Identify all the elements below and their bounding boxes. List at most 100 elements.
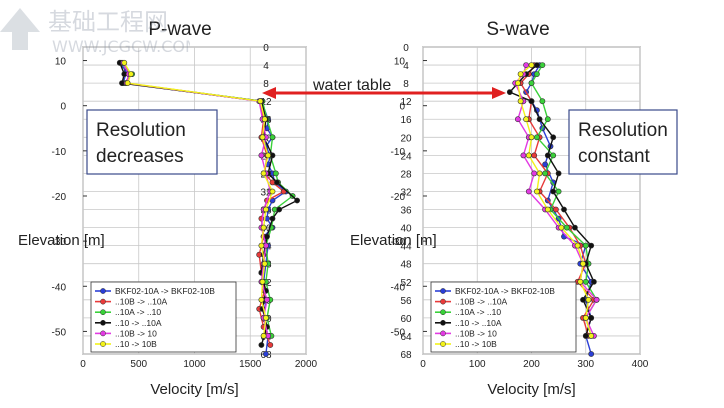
legend-marker — [440, 330, 446, 337]
depth-tick-label: 28 — [400, 169, 412, 180]
data-point — [264, 233, 270, 240]
data-point — [580, 260, 586, 267]
data-point — [542, 161, 548, 168]
elevation-tick-label: 10 — [394, 57, 406, 68]
legend-item: BKF02-10A -> BKF02-10B — [435, 286, 555, 296]
data-point — [588, 242, 595, 249]
data-point — [272, 170, 279, 177]
depth-tick-label: 8 — [263, 79, 269, 90]
annotation-box: Resolution constant — [568, 109, 678, 175]
depth-tick-label: 48 — [400, 260, 412, 271]
legend-frame — [430, 281, 577, 353]
data-point — [127, 71, 134, 77]
data-point — [563, 224, 570, 231]
data-point — [591, 278, 597, 285]
data-point — [262, 206, 269, 213]
data-point — [588, 351, 595, 357]
depth-tick-label: 52 — [400, 278, 412, 289]
data-point — [534, 188, 540, 195]
watermark-logo: 基础工程网 WWW.JCGCW.COM — [0, 8, 190, 56]
depth-tick-label: 12 — [400, 97, 412, 108]
depth-tick-label: 32 — [400, 187, 412, 198]
x-tick-label: 500 — [130, 359, 147, 370]
annotation-text: Resolution — [96, 120, 186, 141]
legend-label: ..10B -> 10 — [455, 328, 497, 338]
legend-label: ..10B -> ..10A — [455, 297, 508, 307]
depth-tick-label: 16 — [400, 115, 412, 126]
data-point — [582, 278, 589, 285]
x-tick-label: 300 — [577, 359, 594, 370]
data-point — [260, 224, 267, 231]
data-point — [274, 179, 280, 186]
legend-label: ..10B -> ..10A — [115, 297, 168, 307]
data-point — [258, 342, 265, 348]
data-point — [534, 71, 540, 77]
watermark-cn: 基础工程网 — [48, 8, 168, 36]
y-axis-label: Elevation [m] — [18, 232, 105, 249]
legend-label: ..10 -> 10B — [455, 339, 497, 349]
data-point — [534, 134, 540, 141]
legend-item: ..10 -> 10B — [95, 339, 157, 349]
data-point — [269, 215, 276, 222]
s-wave-panel: S-wave0481216202428323640444852566064680… — [350, 19, 678, 398]
data-point — [528, 80, 535, 86]
data-point — [550, 134, 557, 141]
p-wave-panel: P-wave0481216202428323640444852566064680… — [18, 19, 318, 398]
data-point — [550, 152, 557, 159]
legend-item: BKF02-10A -> BKF02-10B — [95, 286, 215, 296]
legend-item: ..10B -> ..10A — [435, 297, 508, 307]
data-point — [506, 89, 513, 95]
data-point — [267, 342, 274, 348]
data-point — [257, 98, 264, 105]
water-table-arrowhead-right — [492, 87, 506, 99]
legend-item: ..10B -> ..10A — [95, 297, 168, 307]
annotation-box: Resolution decreases — [86, 109, 218, 175]
data-point — [258, 152, 265, 159]
data-point — [580, 296, 586, 303]
data-point — [542, 170, 548, 177]
data-point — [572, 224, 578, 231]
legend-marker — [100, 298, 106, 305]
legend-label: ..10 -> ..10A — [115, 318, 162, 328]
elevation-tick-label: -10 — [391, 147, 406, 158]
annotation-text: Resolution — [578, 120, 668, 141]
data-point — [574, 242, 581, 249]
legend-marker — [440, 309, 446, 316]
legend-marker — [100, 309, 106, 316]
data-point — [536, 116, 543, 123]
data-point — [558, 224, 565, 231]
y-axis-label: Elevation [m] — [350, 232, 437, 249]
legend-marker — [100, 288, 106, 294]
legend-label: ..10 -> 10B — [115, 339, 157, 349]
watermark-url: WWW.JCGCW.COM — [52, 37, 190, 56]
elevation-tick-label: -10 — [52, 147, 67, 158]
depth-tick-label: 40 — [260, 224, 272, 235]
depth-tick-label: 8 — [403, 79, 409, 90]
data-point — [260, 170, 267, 177]
legend-item: ..10B -> 10 — [95, 328, 157, 338]
data-point — [261, 260, 268, 267]
depth-tick-label: 24 — [400, 151, 412, 162]
x-tick-label: 100 — [469, 359, 486, 370]
data-point — [577, 278, 584, 285]
series-5 — [515, 62, 595, 339]
legend-item: ..10 -> ..10A — [435, 318, 502, 328]
x-tick-label: 1000 — [183, 359, 206, 370]
x-axis-label: Velocity [m/s] — [150, 381, 238, 398]
depth-tick-label: 56 — [400, 296, 412, 307]
data-point — [550, 188, 557, 195]
depth-tick-label: 4 — [263, 61, 269, 72]
depth-tick-label: 44 — [400, 242, 412, 253]
data-point — [582, 332, 589, 339]
x-tick-label: 2000 — [295, 359, 318, 370]
data-point — [515, 116, 521, 123]
data-point — [528, 98, 535, 105]
data-point — [260, 332, 267, 339]
data-point — [265, 152, 271, 159]
elevation-tick-label: -40 — [52, 282, 67, 293]
data-point — [585, 296, 592, 303]
annotation-text: constant — [578, 146, 651, 167]
data-point — [517, 71, 524, 77]
legend-marker — [440, 341, 446, 347]
data-point — [525, 152, 532, 159]
